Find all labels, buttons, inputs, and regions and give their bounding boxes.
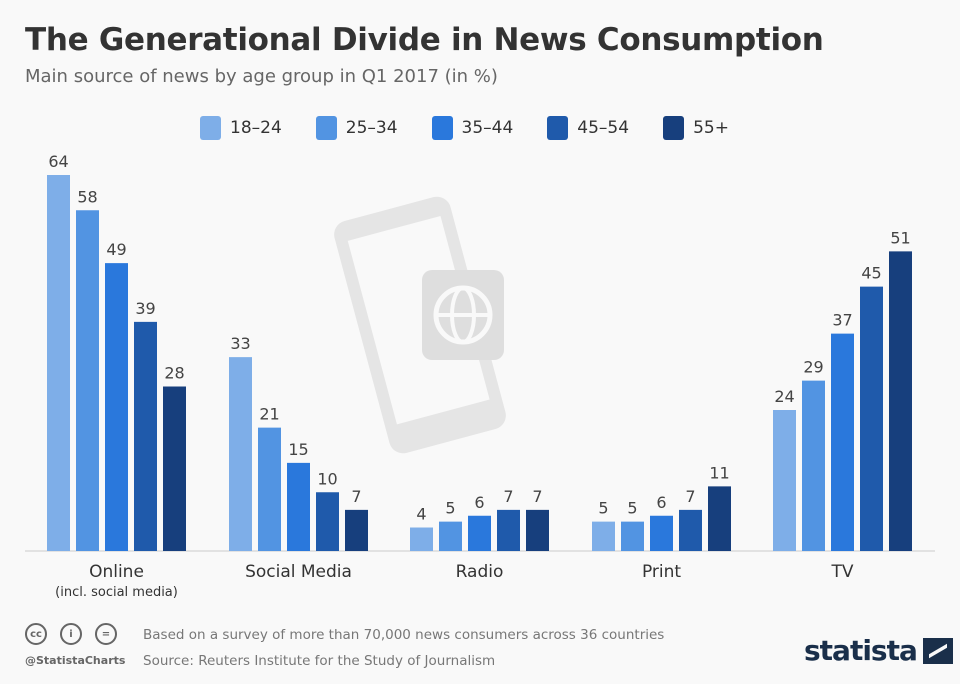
data-label: 7 (351, 487, 361, 506)
no-derivatives-icon: = (95, 623, 117, 645)
bar (47, 175, 70, 551)
legend-item: 35–44 (431, 116, 514, 140)
legend-label: 25–34 (345, 118, 398, 138)
bar (105, 263, 128, 551)
data-label: 15 (288, 440, 308, 459)
bar (345, 509, 368, 551)
chart-subtitle: Main source of news by age group in Q1 2… (25, 66, 498, 87)
twitter-handle[interactable]: @StatistaCharts (25, 654, 126, 667)
legend-label: 55+ (693, 118, 729, 138)
data-label: 37 (832, 311, 852, 330)
bar (889, 251, 912, 551)
bar (592, 521, 615, 551)
category-label: Print (642, 562, 681, 582)
data-label: 4 (416, 505, 426, 524)
data-label: 5 (598, 499, 608, 518)
legend-swatch (431, 116, 453, 140)
legend-label: 45–54 (577, 118, 630, 138)
legend-swatch (200, 116, 221, 140)
data-label: 6 (474, 493, 484, 512)
legend-swatch (663, 116, 685, 140)
data-label: 33 (230, 334, 250, 353)
bar (76, 210, 99, 551)
data-label: 49 (106, 240, 126, 259)
source[interactable]: Source: Reuters Institute for the Study … (143, 653, 496, 669)
bar (802, 380, 825, 551)
legend-item: 25–34 (315, 116, 398, 140)
bar (773, 410, 796, 551)
bar (134, 321, 157, 551)
bar (708, 486, 731, 551)
data-label: 11 (709, 463, 729, 482)
data-label: 21 (259, 405, 279, 424)
category-label: Social Media (245, 562, 352, 582)
bar (287, 462, 310, 551)
category-label: TV (830, 562, 853, 582)
legend-swatch (547, 116, 569, 140)
data-label: 45 (861, 264, 881, 283)
footnote: Based on a survey of more than 70,000 ne… (143, 627, 665, 643)
data-label: 6 (656, 493, 666, 512)
creative-commons-icon: cc (25, 623, 47, 645)
bar (229, 357, 252, 551)
bar (497, 509, 520, 551)
bar (439, 521, 462, 551)
data-label: 28 (164, 364, 184, 383)
data-label: 7 (685, 487, 695, 506)
legend-label: 35–44 (461, 118, 514, 138)
data-label: 29 (803, 358, 823, 377)
bar (679, 509, 702, 551)
bar (316, 492, 339, 551)
legend-item: 18–24 (200, 116, 282, 140)
data-label: 24 (774, 387, 794, 406)
data-label: 51 (890, 228, 910, 247)
data-label: 10 (317, 469, 337, 488)
bar (860, 286, 883, 551)
bar (526, 509, 549, 551)
bar (621, 521, 644, 551)
attribution-icon: i (60, 623, 82, 645)
bar (468, 515, 491, 551)
statista-logo[interactable]: statista (804, 634, 953, 667)
category-sublabel: (incl. social media) (55, 585, 178, 600)
bar (258, 427, 281, 551)
bar (163, 386, 186, 551)
category-label: Radio (456, 562, 504, 582)
data-label: 5 (445, 499, 455, 518)
data-label: 58 (77, 187, 97, 206)
legend-item: 45–54 (547, 116, 629, 140)
bar (650, 515, 673, 551)
data-label: 7 (503, 487, 513, 506)
legend: 18–24 25–34 35–44 45–54 55+ (200, 116, 763, 140)
data-label: 7 (532, 487, 542, 506)
bar (831, 333, 854, 551)
data-label: 5 (627, 499, 637, 518)
legend-label: 18–24 (230, 118, 282, 138)
legend-swatch (315, 116, 337, 140)
phone-watermark-icon (334, 196, 506, 454)
data-label: 39 (135, 299, 155, 318)
legend-item: 55+ (663, 116, 729, 140)
chart-title: The Generational Divide in News Consumpt… (25, 22, 824, 58)
bar (410, 527, 433, 551)
logo-text: statista (804, 634, 918, 667)
data-label: 64 (48, 152, 68, 171)
logo-mark-icon (922, 637, 953, 664)
category-label: Online (89, 562, 144, 582)
